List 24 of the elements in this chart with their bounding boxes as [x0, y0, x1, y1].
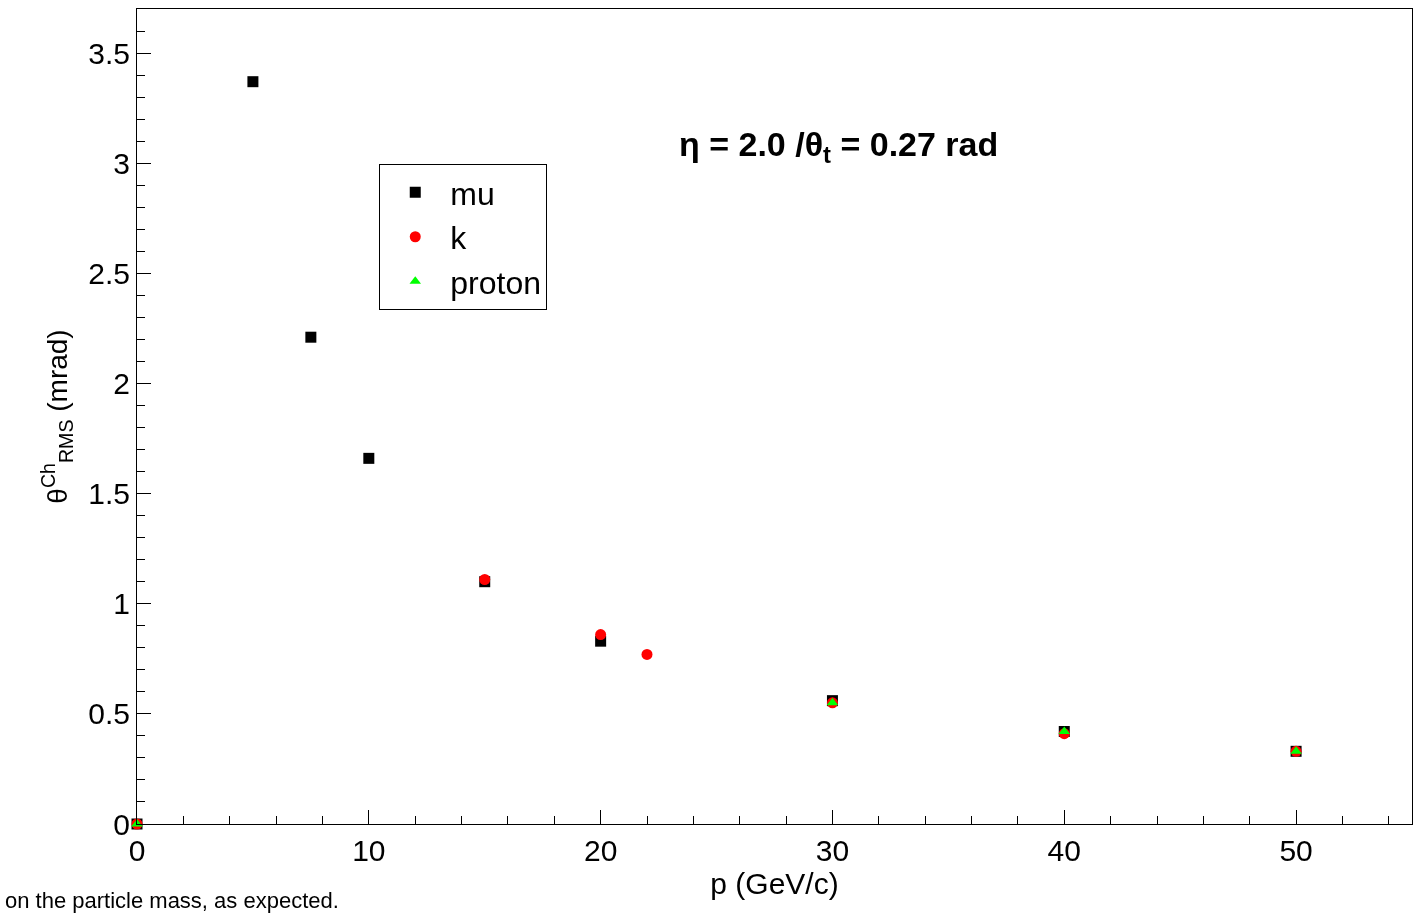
legend-label: proton: [450, 264, 541, 301]
y-tick-label: 1: [113, 587, 130, 621]
y-tick-label: 2: [113, 366, 130, 400]
annotation: η = 2.0 /θ$_{t}$ = 0.27 rad: [679, 125, 999, 169]
x-tick-label: 50: [1279, 834, 1313, 867]
point: [305, 331, 317, 343]
x-axis-title: p (GeV/c): [710, 867, 839, 900]
y-tick-label: 0.5: [88, 697, 130, 731]
x-tick-label: 40: [1047, 834, 1081, 867]
legend-label: k: [450, 220, 468, 257]
point: [641, 648, 653, 660]
x-tick-label: 30: [815, 834, 850, 867]
y-tick-label: 3.5: [88, 36, 130, 70]
x-tick-label: 20: [583, 834, 618, 867]
x-tick-label: 10: [352, 834, 386, 867]
legend-label: mu: [450, 175, 495, 212]
point: [363, 452, 375, 464]
text: on the particle mass, as expected.: [5, 888, 339, 913]
y-tick-label: 0: [113, 807, 130, 841]
point: [247, 76, 259, 88]
y-tick-label: 2.5: [88, 256, 130, 290]
point: [595, 629, 607, 641]
y-tick-label: 1.5: [88, 477, 130, 511]
y-tick-label: 3: [113, 146, 130, 180]
